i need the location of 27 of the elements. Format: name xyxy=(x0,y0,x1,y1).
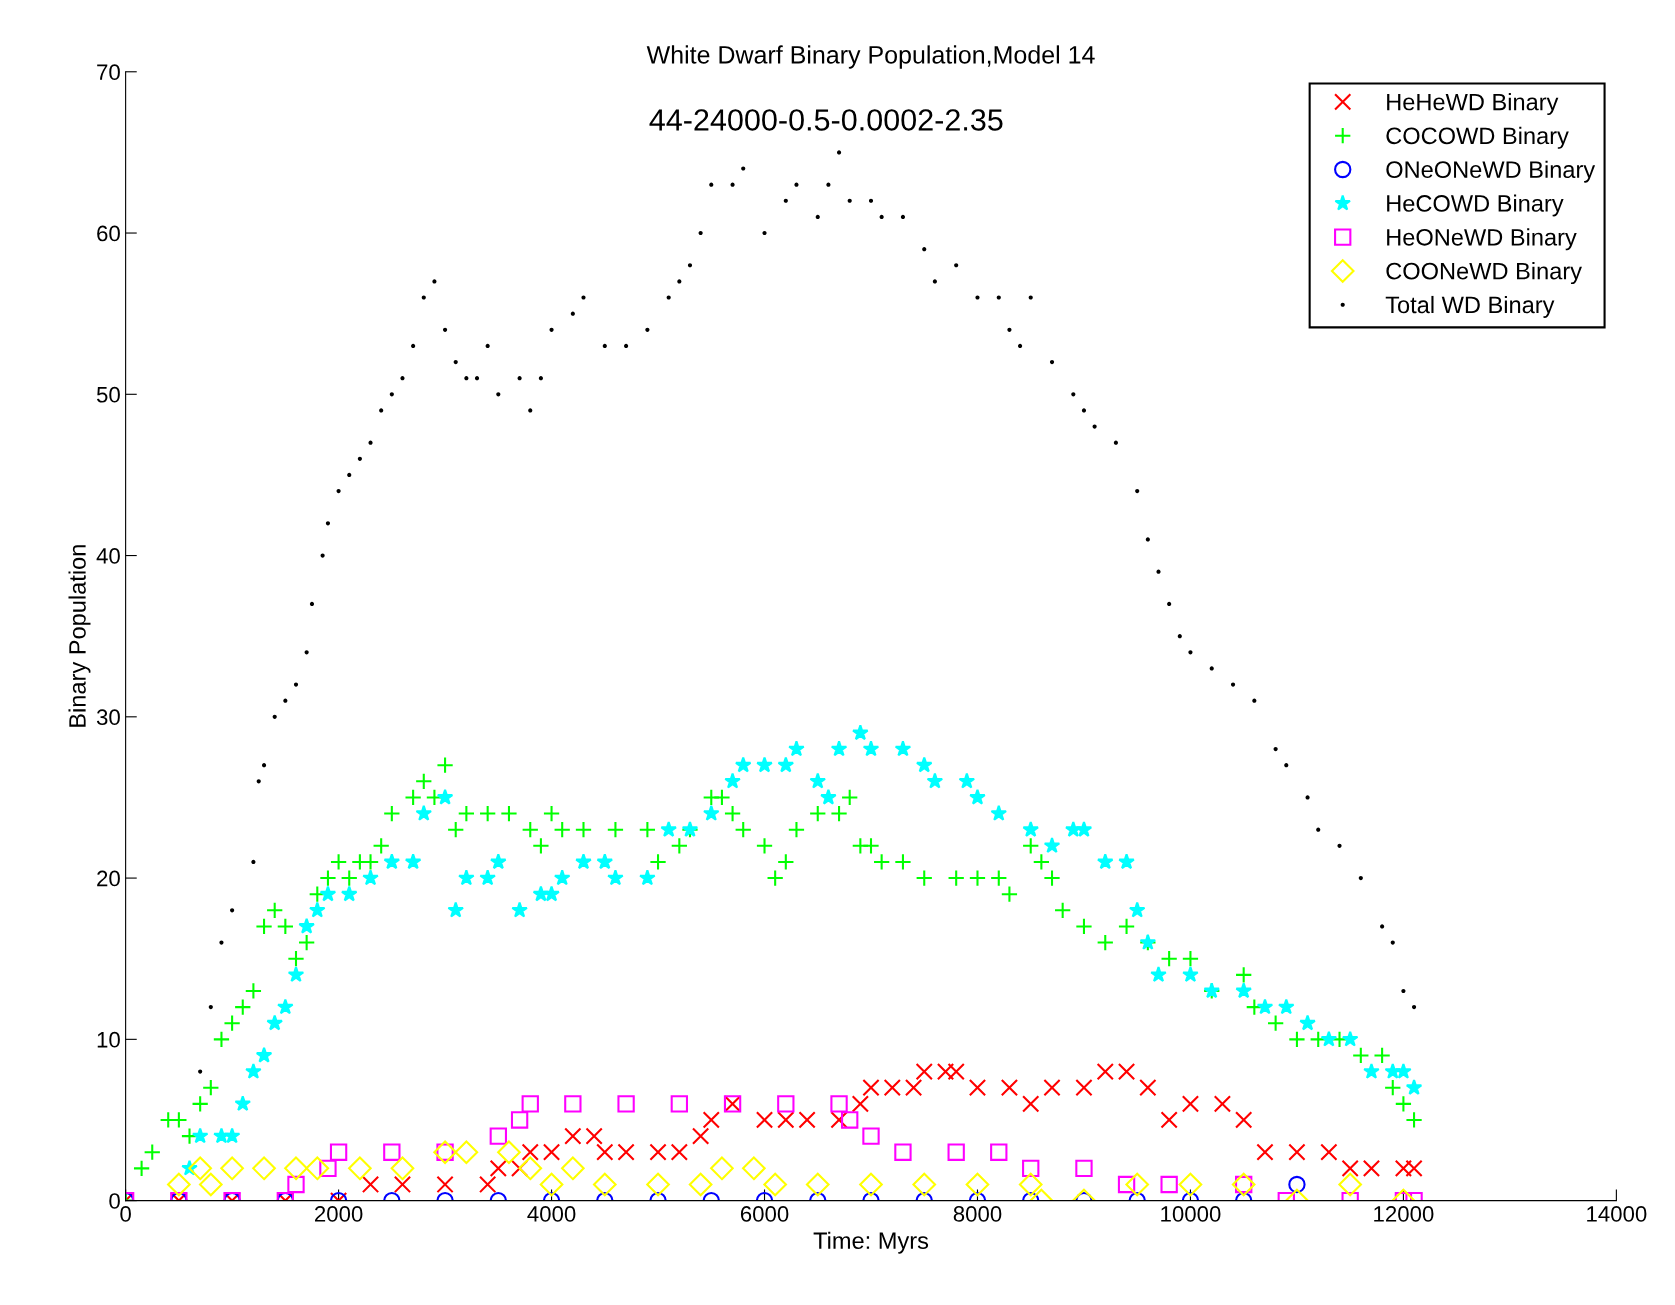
x-tick-label: 12000 xyxy=(1374,1206,1434,1222)
y-tick-label: 30 xyxy=(96,709,120,726)
y-tick-label: 20 xyxy=(97,870,120,887)
x-tick-label: 10000 xyxy=(1161,1206,1221,1222)
legend-label: Total WD Binary xyxy=(1385,295,1555,318)
x-tick-label: 0 xyxy=(120,1206,131,1222)
x-tick-label: 4000 xyxy=(527,1206,576,1222)
y-tick-label: 40 xyxy=(96,548,120,564)
legend-label: COCOWD Binary xyxy=(1386,126,1569,149)
x-tick-label: 14000 xyxy=(1587,1206,1647,1222)
x-tick-label: 2000 xyxy=(314,1206,363,1222)
y-tick-label: 50 xyxy=(96,386,120,403)
legend-label: HeONeWD Binary xyxy=(1387,228,1577,251)
y-tick-label: 10 xyxy=(97,1031,120,1048)
y-tick-label: 70 xyxy=(97,64,120,81)
legend-label: HeCOWD Binary xyxy=(1387,194,1564,217)
y-tick-label: 0 xyxy=(109,1193,120,1209)
x-axis-title: Time: Myrs xyxy=(813,1231,929,1254)
legend-label: COONeWD Binary xyxy=(1386,262,1582,285)
chart-title: White Dwarf Binary Population,Model 14 xyxy=(646,45,1095,69)
x-tick-label: 8000 xyxy=(953,1206,1002,1222)
legend-label: ONeONeWD Binary xyxy=(1386,160,1596,183)
legend-label: HeHeWD Binary xyxy=(1387,93,1559,116)
y-tick-label: 60 xyxy=(97,225,120,242)
x-tick-label: 6000 xyxy=(740,1206,789,1222)
y-axis-title: Binary Population xyxy=(68,545,91,727)
annotation: 44-24000-0.5-0.0002-2.35 xyxy=(649,109,1003,131)
